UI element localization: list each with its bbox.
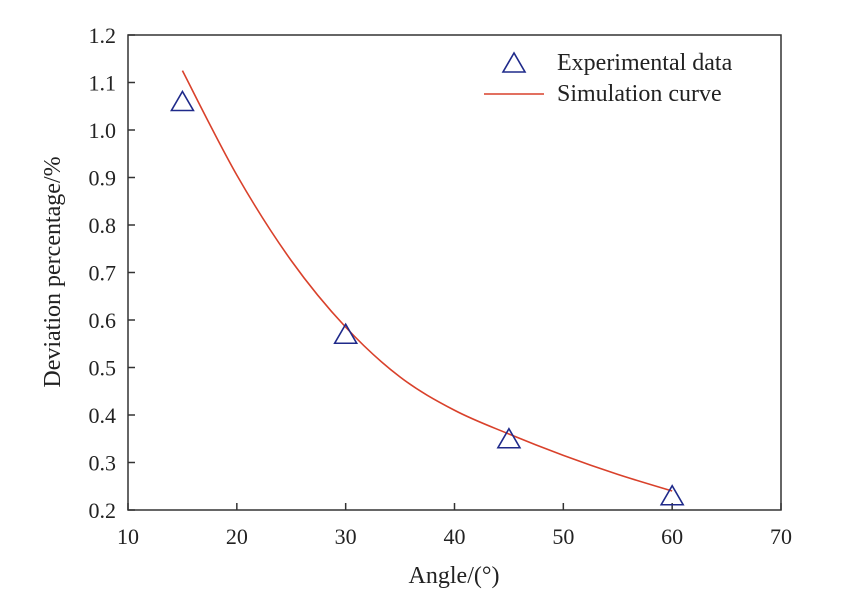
- x-tick-label: 70: [770, 524, 792, 549]
- experimental-data-point: [170, 89, 195, 112]
- x-tick-label: 50: [552, 524, 574, 549]
- experimental-data-point: [659, 484, 685, 506]
- legend-label-simulation: Simulation curve: [557, 81, 722, 107]
- y-tick-label: 0.4: [89, 403, 117, 428]
- x-tick-label: 10: [117, 524, 139, 549]
- experimental-data-point: [333, 322, 359, 345]
- x-tick-label: 30: [335, 524, 357, 549]
- experimental-data-point: [496, 427, 522, 449]
- y-axis-ticks: 0.2 0.3 0.4 0.5 0.6 0.7 0.8 0.9 1.0 1.1 1.2: [89, 23, 135, 523]
- y-tick-label: 0.7: [89, 261, 117, 286]
- x-tick-label: 40: [444, 524, 466, 549]
- y-tick-label: 0.6: [89, 308, 117, 333]
- x-axis-title: Angle/(°): [409, 563, 500, 589]
- y-tick-label: 0.5: [89, 356, 117, 381]
- series-layer: [170, 70, 685, 506]
- y-tick-label: 1.0: [89, 118, 117, 143]
- y-tick-label: 1.1: [89, 71, 117, 96]
- legend-triangle-marker: [501, 51, 527, 73]
- y-tick-label: 0.2: [89, 498, 117, 523]
- y-tick-label: 0.3: [89, 451, 117, 476]
- y-tick-label: 1.2: [89, 23, 117, 48]
- x-tick-label: 20: [226, 524, 248, 549]
- y-axis-title: Deviation percentage/%: [40, 156, 66, 387]
- legend: Experimental data Simulation curve: [484, 50, 733, 107]
- y-tick-label: 0.9: [89, 166, 117, 191]
- x-tick-label: 60: [661, 524, 683, 549]
- y-tick-label: 0.8: [89, 213, 117, 238]
- x-axis-ticks: 10 20 30 40 50 60 70: [117, 503, 792, 549]
- legend-label-experimental: Experimental data: [557, 50, 733, 76]
- simulation-curve-line: [181, 70, 673, 492]
